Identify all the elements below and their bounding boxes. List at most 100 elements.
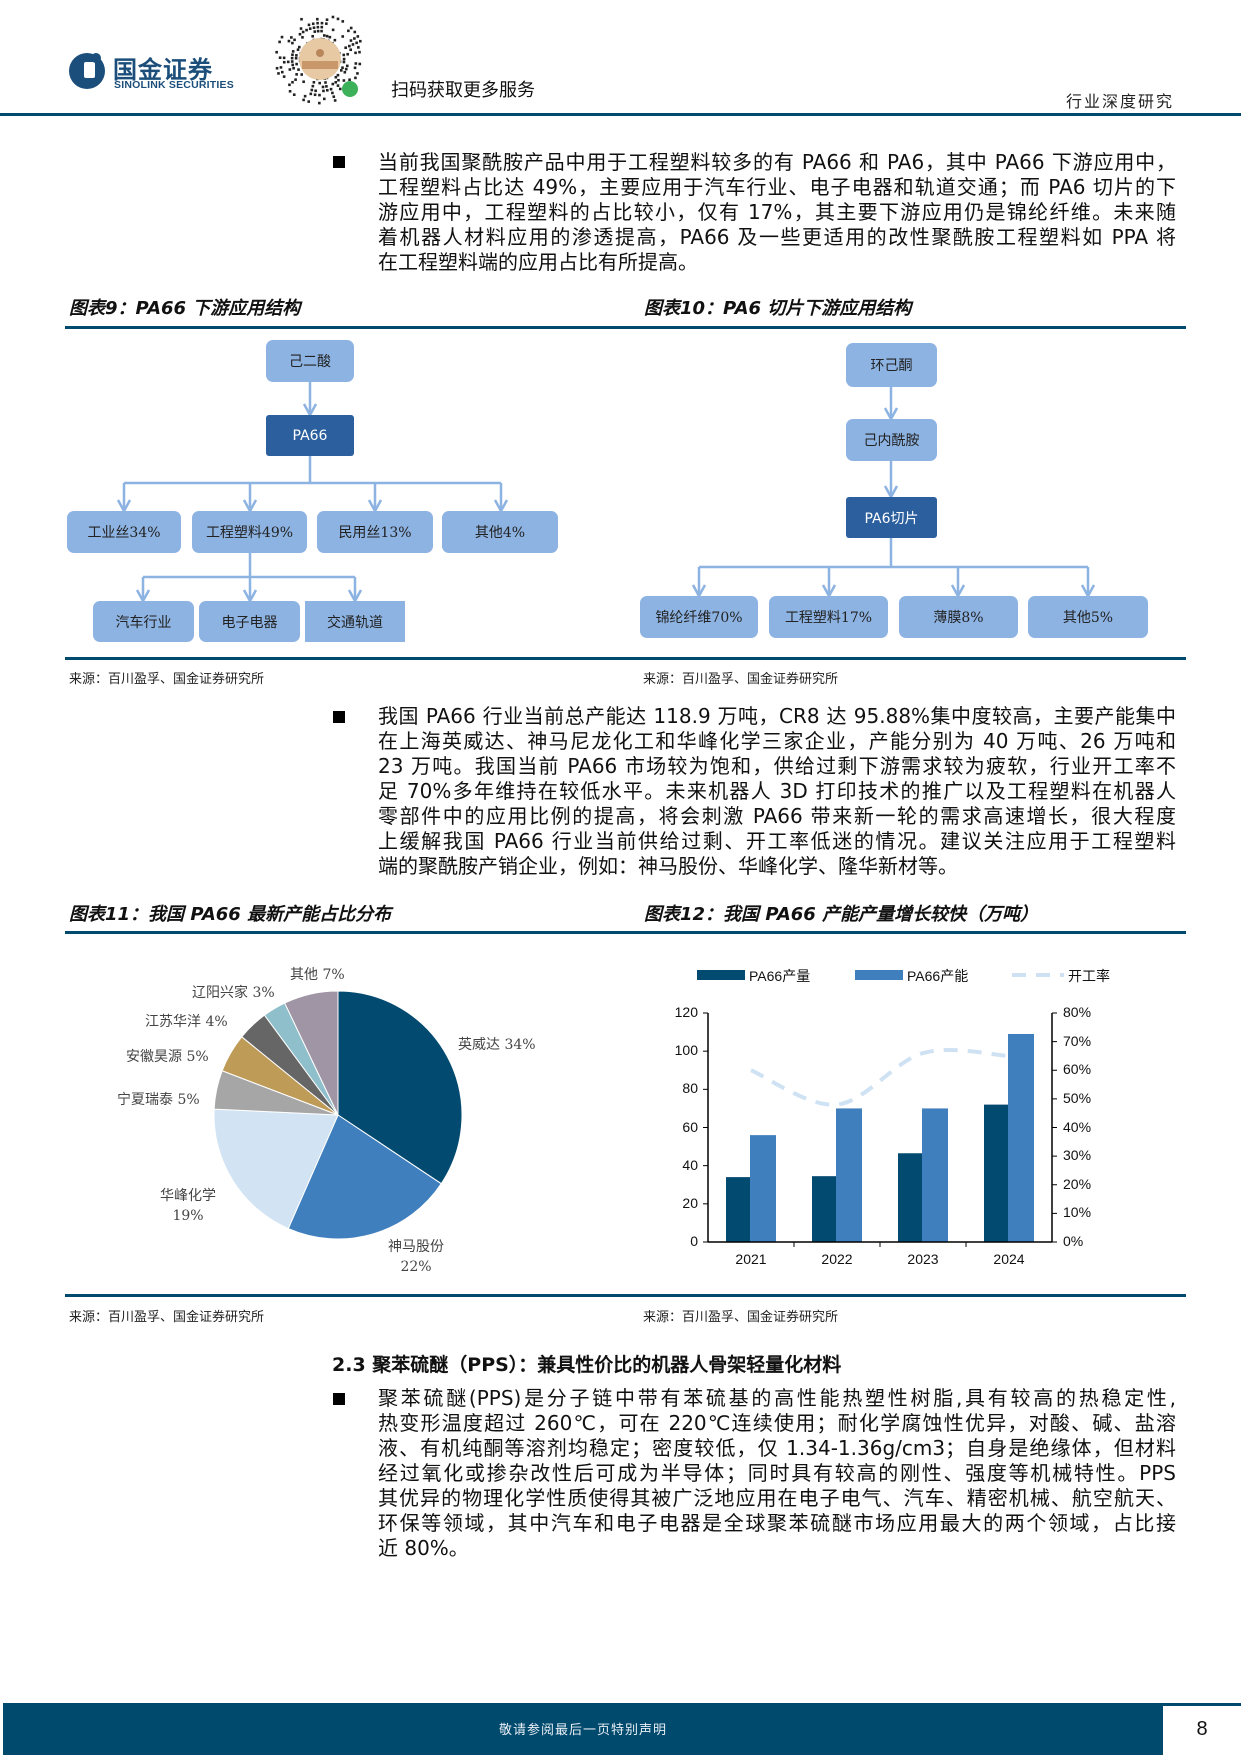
legend-label-capacity: PA66产能 xyxy=(907,968,969,984)
figure-9-title: 图表9：PA66 下游应用结构 xyxy=(69,298,301,319)
y-tick-label-right: 70% xyxy=(1063,1032,1092,1049)
pie-label: 华峰化学 19% xyxy=(160,1186,216,1226)
footer-disclaimer-link[interactable]: 敬请参阅最后一页特别声明 xyxy=(498,1723,667,1738)
paragraph-line: 工程塑料占比达 49%，主要应用于汽车行业、电子电器和轨道交通；而 PA6 切片… xyxy=(378,175,1176,199)
x-tick-label: 2023 xyxy=(907,1251,939,1267)
qr-module xyxy=(292,93,296,96)
node-caprolactam: 己内酰胺 xyxy=(846,419,937,461)
pie-label: 辽阳兴家 3% xyxy=(192,983,275,1003)
paragraph-line: 在上海英威达、神马尼龙化工和华峰化学三家企业，产能分别为 40 万吨、26 万吨… xyxy=(378,729,1176,753)
y-tick-label-right: 30% xyxy=(1063,1147,1092,1164)
bar-capacity xyxy=(836,1108,862,1242)
qr-module xyxy=(280,70,284,74)
qr-module xyxy=(291,53,294,57)
qr-module xyxy=(302,80,305,84)
arrow-head xyxy=(821,584,837,599)
legend-swatch-capacity xyxy=(855,970,903,980)
qr-module xyxy=(301,36,304,39)
pie-slice xyxy=(284,990,339,1116)
paragraph-line: 上缓解我国 PA66 行业当前供给过剩、开工率低迷的情况。建议关注应用于工程塑料 xyxy=(378,829,1176,853)
qr-module xyxy=(297,68,300,71)
qr-module xyxy=(341,35,345,38)
paragraph-line: 零部件中的应用比例的提高，将会刺激 PA66 带来新一轮的需求高速增长，很大程度 xyxy=(378,804,1176,828)
qr-module xyxy=(302,98,305,102)
qr-module xyxy=(353,37,356,40)
qr-module xyxy=(291,41,294,45)
qr-module xyxy=(278,40,281,44)
bar-production xyxy=(984,1104,1008,1242)
paragraph-line: 足 70%多年维持在较低水平。未来机器人 3D 打印技术的推广以及工程塑料在机器… xyxy=(378,779,1176,803)
pie-slice xyxy=(337,990,463,1185)
qr-center-logo xyxy=(299,38,341,80)
qr-module xyxy=(351,43,355,46)
paragraph-line: 环保等领域，其中汽车和电子电器是全球聚苯硫醚市场应用最大的两个领域，占比接 xyxy=(378,1511,1176,1535)
figure-top-divider xyxy=(65,326,1186,329)
qr-module xyxy=(344,67,348,71)
qr-module xyxy=(305,28,308,32)
qr-module xyxy=(307,100,311,103)
node-cyclohexanone: 环己酮 xyxy=(846,343,937,387)
qr-module xyxy=(331,82,335,86)
qr-module xyxy=(290,60,294,63)
pie-label-text: 辽阳兴家 3% xyxy=(192,985,275,1001)
qr-module xyxy=(318,93,321,97)
qr-module xyxy=(336,73,340,77)
qr-module xyxy=(348,78,351,82)
figure-bottom-divider xyxy=(65,1294,1186,1297)
paragraph-line: 其优异的物理化学性质使得其被广泛地应用在电子电气、汽车、精密机械、航空航天、 xyxy=(378,1486,1176,1510)
pie-label: 英威达 34% xyxy=(458,1035,536,1055)
qr-module xyxy=(325,18,329,22)
qr-module xyxy=(349,39,353,42)
paragraph-line: 聚苯硫醚(PPS)是分子链中带有苯硫基的高性能热塑性树脂,具有较高的热稳定性, xyxy=(378,1386,1176,1410)
y-tick-label-right: 0% xyxy=(1063,1233,1084,1249)
qr-module xyxy=(308,27,312,30)
qr-module xyxy=(314,89,317,93)
qr-module xyxy=(328,35,332,39)
qr-module xyxy=(329,87,333,91)
qr-module xyxy=(282,56,286,60)
arrow-head xyxy=(242,499,258,514)
qr-module xyxy=(331,15,335,19)
qr-module xyxy=(280,35,284,39)
qr-module xyxy=(279,66,283,69)
paragraph-line: 热变形温度超过 260℃，可在 220℃连续使用；耐化学腐蚀性优异，对酸、碱、盐… xyxy=(378,1411,1176,1435)
qr-module xyxy=(282,60,286,64)
x-tick-label: 2024 xyxy=(993,1251,1025,1267)
arrow-head xyxy=(883,407,899,422)
bullet-marker xyxy=(333,711,345,723)
qr-module xyxy=(346,52,349,56)
qr-module xyxy=(341,66,344,70)
paragraph-pa66-pa6-usage: 当前我国聚酰胺产品中用于工程塑料较多的有 PA66 和 PA6，其中 PA66 … xyxy=(378,150,1176,275)
utilization-line xyxy=(750,1048,1010,1107)
qr-module xyxy=(353,30,357,34)
qr-module xyxy=(341,20,345,23)
arrow-head xyxy=(116,499,132,514)
qr-module xyxy=(344,46,347,50)
footer-bar: 敬请参阅最后一页特别声明 xyxy=(3,1703,1163,1755)
pie-slice xyxy=(287,1114,442,1240)
qr-module xyxy=(354,51,357,55)
qr-module xyxy=(339,69,343,72)
qr-module xyxy=(316,21,319,25)
qr-module xyxy=(354,76,357,80)
qr-module xyxy=(342,60,346,64)
pie-label-percent: 22% xyxy=(400,1259,432,1275)
brand-name-cn: 国金证券 xyxy=(113,56,213,84)
qr-module xyxy=(288,89,292,93)
qr-module xyxy=(292,66,295,70)
paragraph-line: 我国 PA66 行业当前总产能达 118.9 万吨，CR8 达 95.88%集中… xyxy=(378,704,1176,728)
pie-label-percent: 19% xyxy=(172,1208,204,1224)
paragraph-pa66-capacity: 我国 PA66 行业当前总产能达 118.9 万吨，CR8 达 95.88%集中… xyxy=(378,704,1176,879)
qr-module xyxy=(275,66,279,70)
node-engineering-plastics-pa6: 工程塑料17% xyxy=(769,596,888,638)
qr-module xyxy=(337,78,340,82)
pie-slice xyxy=(263,1002,339,1116)
qr-module xyxy=(290,36,293,39)
figure-10-title: 图表10：PA6 切片下游应用结构 xyxy=(644,298,912,319)
qr-module xyxy=(333,38,337,42)
y-tick-label-right: 40% xyxy=(1063,1118,1092,1135)
x-tick-label: 2022 xyxy=(821,1251,853,1267)
figure-top-divider xyxy=(65,931,1186,934)
y-tick-label-left: 60 xyxy=(682,1118,698,1135)
qr-module xyxy=(322,34,326,37)
